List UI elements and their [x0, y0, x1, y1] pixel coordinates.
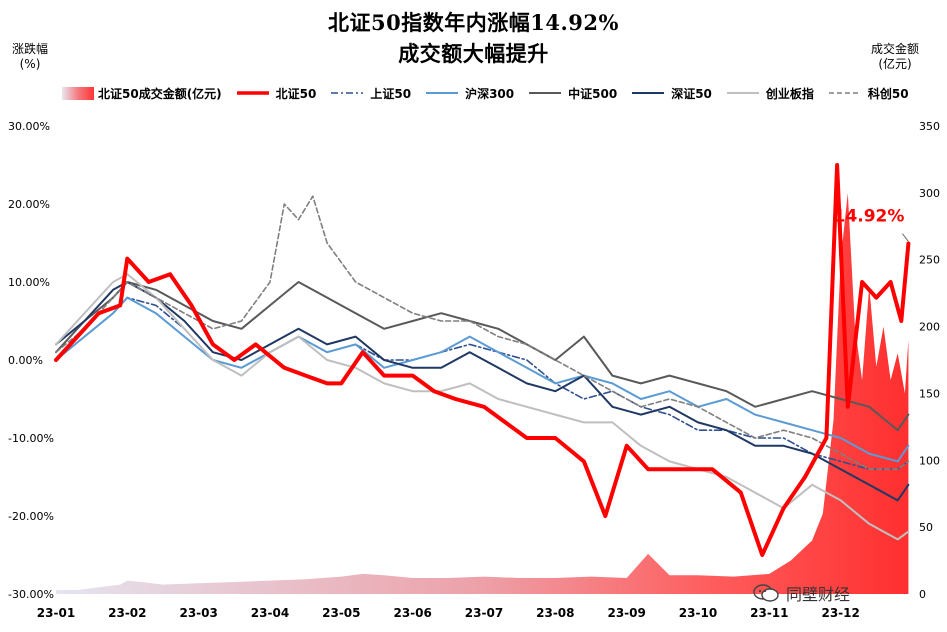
- right-tick-label: 0: [919, 588, 926, 601]
- left-tick-label: -10.00%: [8, 432, 54, 445]
- left-tick-label: 20.00%: [8, 198, 50, 211]
- watermark-text: 同壁财经: [786, 585, 851, 604]
- x-tick-label: 23-01: [37, 606, 75, 620]
- annotation-leader: [902, 233, 909, 242]
- left-tick-label: 0.00%: [8, 354, 43, 367]
- legend-item: 科创50: [827, 85, 909, 102]
- series-line: [55, 296, 910, 471]
- x-tick-label: 23-08: [536, 606, 574, 620]
- legend-item: 上证50: [329, 85, 411, 102]
- wechat-icon: [753, 584, 779, 602]
- x-tick-label: 23-11: [750, 606, 788, 620]
- x-tick-label: 23-07: [465, 606, 503, 620]
- legend-swatch: [632, 92, 665, 94]
- turnover-area: [56, 192, 909, 594]
- chart-legend: 北证50成交金额(亿元) 北证50 上证50 沪深300 中证500 深证50 创业板指 科创…: [62, 84, 922, 102]
- legend-swatch: [828, 92, 861, 94]
- legend-label: 北证50: [275, 86, 317, 101]
- legend-label: 深证50: [671, 86, 712, 101]
- right-tick-label: 300: [919, 187, 940, 200]
- left-tick-label: 10.00%: [8, 276, 50, 289]
- right-tick-label: 150: [919, 387, 940, 400]
- x-tick-label: 23-06: [393, 606, 431, 620]
- right-axis-label: 成交金额 (亿元): [870, 42, 919, 71]
- left-tick-label: -30.00%: [8, 588, 54, 601]
- legend-swatch: [529, 92, 562, 94]
- annotation-label: 14.92%: [834, 207, 905, 227]
- x-tick-label: 23-10: [679, 606, 717, 620]
- right-tick-label: 100: [919, 454, 940, 467]
- series-line: [55, 195, 910, 471]
- series-line: [55, 281, 910, 432]
- legend-label: 中证500: [568, 86, 618, 101]
- legend-item: 沪深300: [424, 85, 514, 102]
- right-tick-label: 50: [919, 521, 933, 534]
- left-axis-label: 涨跌幅 (%): [11, 42, 48, 71]
- series-line: [54, 163, 911, 557]
- left-tick-label: -20.00%: [8, 510, 54, 523]
- right-tick-label: 250: [919, 254, 940, 267]
- x-tick-label: 23-03: [179, 606, 217, 620]
- legend-item: 深证50: [630, 85, 712, 102]
- legend-item: 北证50: [235, 85, 317, 102]
- series-line: [55, 296, 910, 463]
- legend-label: 北证50成交金额(亿元): [98, 86, 222, 101]
- series-line: [55, 273, 910, 541]
- series-line: [55, 281, 910, 502]
- chart-title: 北证50指数年内涨幅14.92%: [328, 10, 619, 35]
- right-tick-label: 350: [919, 120, 940, 133]
- legend-item: 创业板指: [725, 85, 814, 102]
- right-tick-label: 200: [919, 321, 940, 334]
- legend-swatch: [426, 92, 459, 94]
- x-tick-label: 23-05: [322, 606, 360, 620]
- legend-swatch: [331, 92, 364, 94]
- x-tick-label: 23-04: [251, 606, 289, 620]
- x-tick-label: 23-09: [607, 606, 645, 620]
- legend-item: 北证50成交金额(亿元): [62, 85, 222, 102]
- legend-swatch: [62, 86, 94, 100]
- legend-swatch: [726, 92, 759, 94]
- legend-item: 中证500: [527, 85, 617, 102]
- legend-label: 上证50: [370, 86, 412, 101]
- x-tick-label: 23-12: [821, 606, 859, 620]
- chart-subtitle: 成交额大幅提升: [398, 41, 549, 66]
- legend-label: 科创50: [867, 86, 909, 101]
- left-tick-label: 30.00%: [8, 120, 50, 133]
- watermark: 同壁财经: [752, 580, 922, 606]
- x-tick-label: 23-02: [108, 606, 146, 620]
- legend-swatch: [236, 91, 269, 95]
- legend-label: 沪深300: [465, 86, 515, 101]
- legend-label: 创业板指: [765, 86, 814, 101]
